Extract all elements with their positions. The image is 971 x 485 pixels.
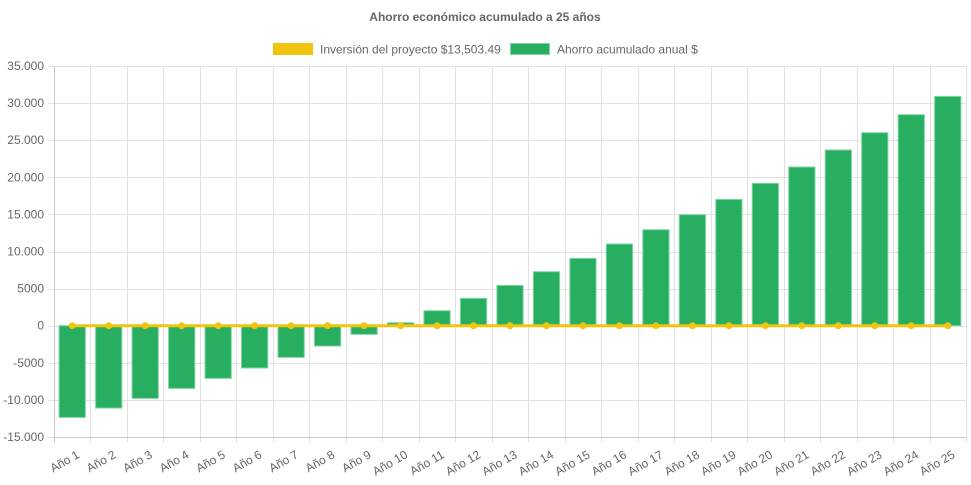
y-tick-label: 10.000 [7, 245, 44, 259]
line-point [433, 322, 441, 330]
x-tick-label: Año 6 [230, 447, 264, 475]
x-tick-label: Año 4 [157, 447, 191, 475]
line-point [652, 322, 660, 330]
bar [642, 229, 670, 327]
bar [751, 182, 779, 327]
line-point [506, 322, 514, 330]
line-point [944, 322, 952, 330]
bar [459, 297, 488, 327]
x-tick-label: Año 19 [698, 447, 738, 478]
y-tick-label: 0 [37, 319, 44, 333]
y-tick-label: -5000 [13, 356, 44, 370]
bar [824, 149, 852, 327]
bar [897, 114, 925, 327]
x-tick-label: Año 7 [266, 447, 300, 475]
line-point [324, 322, 332, 330]
x-tick-label: Año 5 [194, 447, 228, 475]
y-tick-label: 30.000 [7, 96, 44, 110]
x-tick-label: Año 14 [516, 447, 556, 478]
x-tick-label: Año 3 [121, 447, 155, 475]
chart-title: Ahorro económico acumulado a 25 años [369, 10, 601, 24]
bar [168, 325, 196, 389]
x-tick-label: Año 13 [480, 447, 520, 478]
x-axis: Año 1 Año 2 Año 3 Año 4 Año 5 Año 6 Año 7 Año 8… [48, 447, 958, 478]
x-tick-label: Año 20 [735, 447, 775, 478]
line-point [907, 322, 915, 330]
line-point [688, 322, 696, 330]
line-point [470, 322, 478, 330]
legend-swatch-ahorro [510, 43, 550, 55]
x-tick-label: Año 15 [553, 447, 593, 478]
legend-label-ahorro: Ahorro acumulado anual $ [557, 43, 698, 57]
legend-label-inversion: Inversión del proyecto $13,503.49 [320, 43, 501, 57]
x-tick-label: Año 12 [443, 447, 483, 478]
line-point [579, 322, 587, 330]
bar [131, 325, 159, 399]
y-axis: 35.000 30.000 25.000 20.000 15.000 10.000 5000… [3, 59, 44, 444]
x-tick-label: Año 21 [771, 447, 811, 478]
bar [277, 325, 305, 358]
x-tick-label: Año 18 [662, 447, 702, 478]
bar [204, 325, 232, 379]
line-point [871, 322, 879, 330]
bar [788, 166, 816, 327]
y-tick-label: 15.000 [7, 207, 44, 221]
line-point [287, 322, 295, 330]
line-point [834, 322, 842, 330]
x-tick-label: Año 2 [84, 447, 118, 475]
bar [95, 325, 123, 409]
x-tick-label: Año 25 [917, 447, 957, 478]
x-tick-label: Año 9 [339, 447, 373, 475]
x-tick-label: Año 24 [881, 447, 921, 478]
line-series [68, 322, 952, 330]
bar [496, 284, 524, 327]
y-tick-label: 20.000 [7, 170, 44, 184]
line-point [105, 322, 113, 330]
line-point [397, 322, 405, 330]
line-point [214, 322, 222, 330]
bar [532, 271, 561, 327]
bar [569, 257, 597, 327]
legend: Inversión del proyecto $13,503.49 Ahorro … [273, 43, 698, 57]
grid [48, 66, 967, 443]
bar-series [58, 95, 962, 418]
x-tick-label: Año 10 [370, 447, 410, 478]
line-point [141, 322, 149, 330]
x-tick-label: Año 22 [808, 447, 848, 478]
bar [241, 325, 269, 369]
y-tick-label: 35.000 [7, 59, 44, 73]
y-tick-label: 25.000 [7, 133, 44, 147]
bar [605, 243, 634, 327]
line-point [725, 322, 733, 330]
legend-swatch-inversion [273, 43, 313, 55]
line-point [360, 322, 368, 330]
x-tick-label: Año 8 [303, 447, 337, 475]
x-tick-label: Año 23 [844, 447, 884, 478]
y-tick-label: 5000 [17, 282, 44, 296]
line-point [798, 322, 806, 330]
line-point [542, 322, 550, 330]
x-tick-label: Año 17 [625, 447, 665, 478]
bar [861, 132, 889, 327]
line-point [68, 322, 76, 330]
bar [715, 198, 743, 327]
x-tick-label: Año 16 [589, 447, 629, 478]
x-tick-label: Año 11 [407, 447, 446, 478]
bar [58, 325, 86, 418]
line-point [615, 322, 623, 330]
y-tick-label: -15.000 [3, 430, 44, 444]
line-point [251, 322, 259, 330]
x-tick-label: Año 1 [48, 447, 82, 475]
bar [934, 95, 962, 327]
y-tick-label: -10.000 [3, 393, 44, 407]
line-point [178, 322, 186, 330]
line-point [761, 322, 769, 330]
bar [678, 214, 707, 327]
